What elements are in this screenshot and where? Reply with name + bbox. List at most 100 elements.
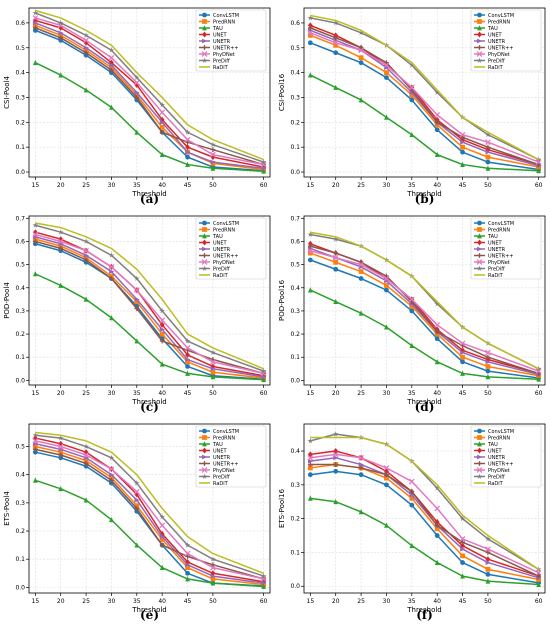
- data-point: [159, 129, 165, 135]
- data-point: [159, 119, 165, 125]
- y-tick-label: 0.1: [15, 354, 25, 361]
- data-point: [409, 92, 415, 98]
- data-point: [409, 308, 415, 314]
- x-tick-label: 20: [332, 598, 340, 605]
- data-point: [159, 564, 165, 571]
- data-point: [358, 97, 364, 103]
- data-point: [184, 542, 191, 548]
- data-point: [260, 370, 267, 377]
- data-point: [333, 259, 339, 265]
- data-point: [307, 32, 313, 38]
- data-point: [109, 276, 114, 281]
- data-point: [358, 454, 364, 461]
- data-point: [434, 526, 440, 532]
- data-point: [185, 154, 190, 160]
- data-point: [333, 266, 339, 272]
- legend-label: ConvLSTM: [488, 429, 514, 435]
- legend-marker: [477, 220, 482, 226]
- y-tick-label: 0.3: [290, 482, 300, 489]
- data-point: [383, 465, 390, 471]
- data-point: [332, 236, 339, 242]
- data-point: [109, 516, 114, 523]
- x-tick-label: 35: [408, 598, 416, 605]
- data-point: [384, 287, 389, 293]
- legend-marker: [201, 265, 208, 271]
- legend-label: TAU: [487, 26, 498, 32]
- data-point: [159, 327, 165, 332]
- data-point: [434, 359, 440, 365]
- y-tick-label: 0.6: [15, 238, 25, 245]
- series-phydnet: [307, 451, 542, 576]
- legend-label: UNETR++: [213, 461, 238, 467]
- data-point: [434, 112, 441, 118]
- data-point: [333, 50, 339, 56]
- data-point: [210, 556, 216, 562]
- x-tick-label: 40: [433, 390, 441, 397]
- data-point: [460, 370, 465, 376]
- legend-marker: [202, 38, 208, 44]
- chart-svg: 15 20 25 30 35 40 45 50 60 0.0 0.1 0.2 0.3 0.4 Thresho…: [278, 423, 546, 622]
- data-point: [384, 475, 389, 481]
- data-point: [408, 296, 415, 303]
- x-axis-label: Threshold: [406, 606, 442, 614]
- legend-marker: [477, 25, 482, 31]
- legend-label: PredRNN: [213, 227, 235, 233]
- data-point: [384, 283, 389, 288]
- legend-label: TAU: [487, 442, 498, 448]
- legend-marker: [202, 220, 207, 226]
- legend: ConvLSTMPredRNNTAUUNETUNETRUNETR++PhyDNe…: [470, 217, 542, 280]
- data-point: [485, 556, 491, 563]
- data-point: [58, 30, 64, 36]
- data-point: [185, 364, 190, 369]
- chart-panel: 15 20 25 30 35 40 45 50 60 0.0 0.1 0.2 0.3 0.4 0.5 0.6 T…: [275, 0, 550, 208]
- plot-frame: [28, 215, 271, 386]
- data-point: [460, 139, 466, 145]
- data-point: [57, 19, 64, 26]
- x-tick-label: 30: [108, 390, 116, 397]
- data-point: [409, 495, 415, 501]
- legend-marker: [477, 227, 482, 232]
- data-point: [307, 257, 313, 263]
- data-point: [134, 497, 140, 503]
- data-point: [261, 580, 267, 586]
- data-point: [159, 331, 165, 337]
- data-point: [536, 577, 542, 582]
- y-axis-label: POD-Pool16: [278, 279, 286, 321]
- legend-marker: [477, 253, 482, 258]
- data-point: [307, 458, 314, 464]
- legend-box: [195, 217, 267, 280]
- x-tick-label: 60: [260, 390, 268, 397]
- y-tick-label: 0.2: [290, 119, 300, 126]
- legend-label: TAU: [212, 26, 223, 32]
- data-point: [485, 566, 491, 572]
- y-tick-label: 0.5: [290, 262, 300, 269]
- data-point: [32, 231, 39, 238]
- legend-box: [470, 217, 542, 280]
- data-point: [109, 67, 114, 73]
- data-point: [485, 149, 491, 155]
- data-point: [485, 368, 491, 374]
- data-point: [459, 340, 466, 347]
- x-tick-label: 25: [82, 390, 90, 397]
- x-tick-label: 35: [408, 390, 416, 397]
- data-point: [535, 368, 542, 374]
- data-point: [358, 60, 364, 66]
- data-point: [307, 495, 313, 501]
- data-point: [333, 298, 339, 305]
- x-tick-label: 30: [108, 182, 116, 189]
- x-tick-label: 25: [82, 182, 90, 189]
- x-tick-label: 45: [459, 182, 467, 189]
- data-point: [83, 32, 89, 38]
- data-point: [383, 62, 390, 69]
- legend-label: PhyDNet: [213, 52, 235, 58]
- series-line: [310, 436, 540, 570]
- legend-marker: [477, 435, 482, 440]
- legend-label: UNET: [213, 448, 228, 454]
- legend-marker: [477, 461, 482, 466]
- data-point: [307, 243, 313, 249]
- legend-marker: [202, 253, 207, 258]
- legend-marker: [477, 19, 482, 24]
- y-tick-label: 0.1: [290, 144, 300, 151]
- legend-label: PredRNN: [488, 435, 510, 441]
- x-tick-label: 50: [209, 390, 217, 397]
